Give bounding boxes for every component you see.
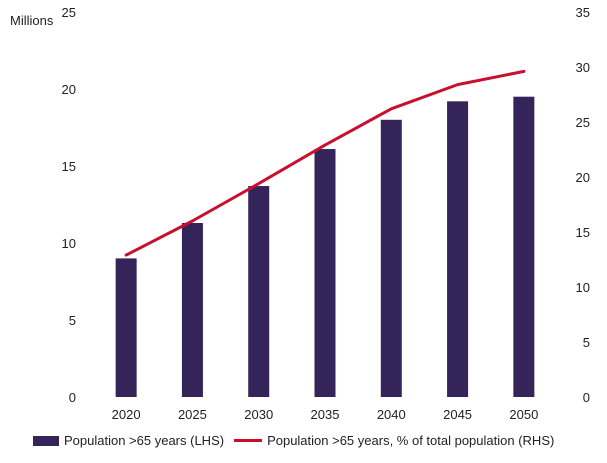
bar-2050 bbox=[513, 96, 535, 397]
left-axis-tick-label: 25 bbox=[62, 5, 76, 20]
left-axis-tick-label: 10 bbox=[62, 236, 76, 251]
bar-2040 bbox=[380, 119, 402, 398]
x-axis-tick-label: 2040 bbox=[377, 407, 406, 422]
left-axis-ticks: 0 5 10 15 20 25 bbox=[62, 5, 76, 405]
bar-2020 bbox=[115, 258, 137, 397]
right-axis-tick-label: 25 bbox=[576, 115, 590, 130]
right-axis-tick-label: 30 bbox=[576, 60, 590, 75]
x-axis-ticks: 2020 2025 2030 2035 2040 2045 2050 bbox=[112, 407, 539, 422]
bar-2035 bbox=[314, 149, 336, 397]
x-axis-tick-label: 2025 bbox=[178, 407, 207, 422]
x-axis-tick-label: 2035 bbox=[311, 407, 340, 422]
bar-2025 bbox=[181, 222, 203, 397]
x-axis-tick-label: 2020 bbox=[112, 407, 141, 422]
right-axis-tick-label: 5 bbox=[583, 335, 590, 350]
line-series bbox=[124, 69, 526, 257]
left-axis-tick-label: 0 bbox=[69, 390, 76, 405]
left-axis-tick-label: 5 bbox=[69, 313, 76, 328]
right-axis-tick-label: 15 bbox=[576, 225, 590, 240]
x-axis-tick-label: 2030 bbox=[244, 407, 273, 422]
left-axis-tick-label: 15 bbox=[62, 159, 76, 174]
legend-item-bars: Population >65 years (LHS) bbox=[33, 433, 224, 448]
legend-label-line: Population >65 years, % of total populat… bbox=[267, 433, 555, 448]
bar-2030 bbox=[248, 186, 270, 397]
right-axis-tick-label: 10 bbox=[576, 280, 590, 295]
legend-item-line: Population >65 years, % of total populat… bbox=[234, 433, 554, 448]
bar-series bbox=[115, 96, 535, 398]
bar-2045 bbox=[447, 101, 469, 397]
x-axis-tick-label: 2045 bbox=[443, 407, 472, 422]
legend-swatch-line bbox=[234, 439, 263, 442]
legend: Population >65 years (LHS) Population >6… bbox=[33, 433, 554, 448]
left-axis-tick-label: 20 bbox=[62, 82, 76, 97]
right-axis-ticks: 0 5 10 15 20 25 30 35 bbox=[576, 5, 590, 405]
left-axis-unit-label: Millions bbox=[10, 13, 54, 28]
right-axis-tick-label: 20 bbox=[576, 170, 590, 185]
right-axis-tick-label: 0 bbox=[583, 390, 590, 405]
right-axis-tick-label: 35 bbox=[576, 5, 590, 20]
x-axis-tick-label: 2050 bbox=[509, 407, 538, 422]
legend-label-bars: Population >65 years (LHS) bbox=[64, 433, 225, 448]
legend-swatch-bars bbox=[33, 435, 59, 446]
